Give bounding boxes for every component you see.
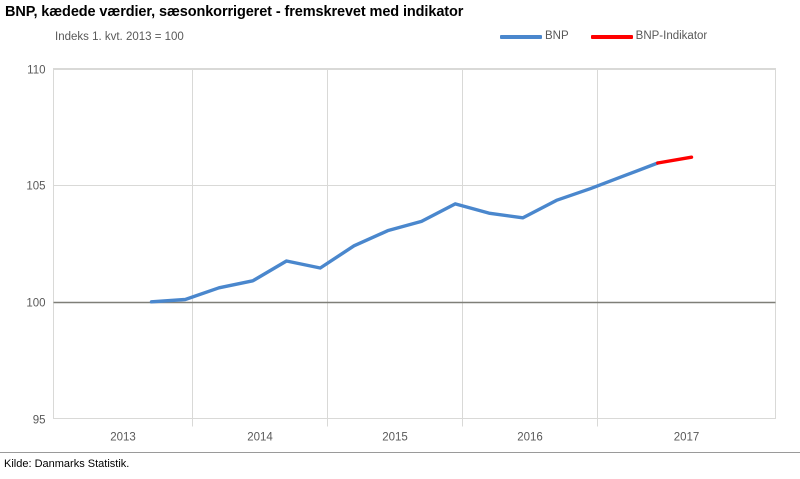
legend-label-bnp: BNP	[545, 30, 569, 42]
y-tick-label: 105	[26, 181, 45, 193]
x-tick-label: 2015	[382, 432, 408, 444]
x-tick-label: 2017	[674, 432, 700, 444]
x-gridlines	[192, 68, 598, 427]
source-note: Kilde: Danmarks Statistik.	[4, 458, 130, 470]
chart-legend: BNP BNP-Indikator	[500, 30, 708, 43]
legend-entry-bnp-indikator[interactable]: BNP-Indikator	[590, 30, 708, 43]
chart-subtitle: Indeks 1. kvt. 2013 = 100	[55, 31, 184, 43]
line-swatch-red-icon	[590, 35, 633, 39]
x-tick-label: 2013	[110, 432, 136, 444]
series-line-bnp-indikator	[656, 155, 694, 165]
y-tick-label: 110	[27, 65, 45, 77]
footer-divider	[0, 452, 800, 453]
page-title: BNP, kædede værdier, sæsonkorrigeret - f…	[5, 4, 464, 20]
x-tick-label: 2014	[247, 432, 273, 444]
x-axis-tick-labels: 2013 2014 2015 2016 2017	[110, 432, 699, 444]
legend-entry-bnp[interactable]: BNP	[500, 30, 569, 43]
y-tick-label: 95	[33, 415, 46, 427]
y-gridlines	[53, 69, 776, 186]
x-tick-label: 2016	[517, 432, 543, 444]
data-series-lines	[149, 155, 694, 304]
legend-label-bnp-indikator: BNP-Indikator	[635, 30, 708, 42]
line-swatch-blue-icon	[500, 35, 542, 39]
chart-plot-area: 95 100 105 110 2013 2014 2015 2016 2017	[26, 65, 776, 444]
y-tick-label: 100	[26, 298, 45, 310]
series-line-bnp	[149, 161, 660, 304]
plot-frame	[53, 68, 776, 419]
y-axis-tick-labels: 95 100 105 110	[26, 65, 45, 427]
